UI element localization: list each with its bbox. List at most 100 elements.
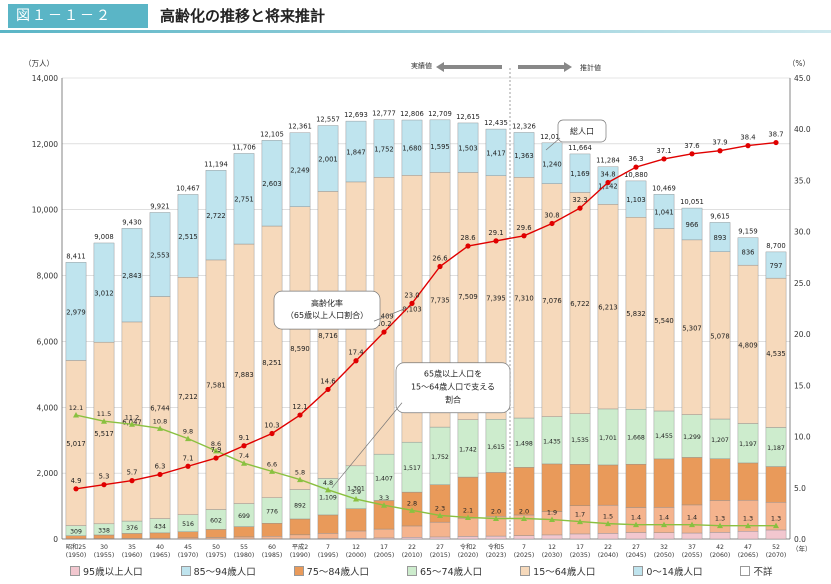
- legend-item: 85～94歳人口: [180, 563, 256, 579]
- bar-total-label: 9,008: [94, 233, 113, 241]
- bar-segment-age75: [93, 534, 115, 539]
- aging-rate-label: 9.1: [239, 434, 250, 442]
- aging-rate-label: 10.3: [264, 421, 279, 429]
- bar-total-label: 8,411: [66, 252, 85, 260]
- x-tick-label: 令和5: [488, 543, 504, 551]
- x-tick-sublabel: (1955): [94, 552, 115, 559]
- label-15-64: 4,535: [766, 350, 785, 358]
- label-15-64: 6,722: [570, 300, 589, 308]
- figure-number-badge: 図１－１－２: [8, 4, 148, 28]
- aging-rate-point: [185, 463, 191, 469]
- x-tick-sublabel: (2070): [766, 552, 787, 559]
- label-0-14: 2,515: [178, 233, 197, 241]
- label-15-64: 7,076: [542, 297, 561, 305]
- y2-tick-label: 10.0: [794, 433, 811, 442]
- label-15-64: 5,540: [654, 317, 673, 325]
- label-0-14: 1,103: [626, 196, 645, 204]
- aging-rate-callout: [273, 290, 381, 330]
- support-ratio-point: [157, 425, 163, 431]
- label-65-74: 1,535: [571, 437, 589, 444]
- support-ratio-label: 2.3: [435, 504, 445, 512]
- label-65-74: 1,742: [459, 446, 477, 453]
- label-65-74: 1,301: [347, 485, 365, 492]
- bar-segment-age75: [681, 457, 703, 506]
- y-tick-label: 10,000: [32, 206, 58, 215]
- bar-segment-age75: [149, 532, 171, 539]
- x-tick-sublabel: (1950): [66, 552, 87, 559]
- bar-total-label: 11,706: [232, 143, 256, 151]
- support-ratio-point: [213, 447, 219, 454]
- x-tick-label: 55: [240, 544, 248, 551]
- bar-segment-age0: [317, 125, 339, 192]
- aging-rate-label: 37.1: [656, 147, 671, 155]
- legend-label: 95歳以上人口: [83, 567, 143, 578]
- aging-rate-label: 28.6: [460, 234, 475, 242]
- x-tick-sublabel: (1985): [262, 552, 283, 559]
- label-15-64: 6,744: [150, 405, 169, 413]
- label-65-74: 1,615: [487, 444, 505, 451]
- support-ratio-point: [297, 476, 303, 483]
- label-15-64: 8,409: [374, 313, 393, 321]
- aging-rate-line: [75, 141, 777, 490]
- actual-label: 実績値: [411, 61, 432, 70]
- bar-total-label: 10,467: [176, 184, 200, 192]
- aging-rate-point: [689, 151, 695, 157]
- x-tick-sublabel: (2023): [486, 552, 507, 559]
- aging-rate-point: [157, 471, 163, 478]
- label-0-14: 2,603: [262, 180, 281, 188]
- aging-rate-point: [437, 263, 443, 270]
- y-axis-unit: （万人）: [24, 59, 54, 68]
- support-ratio-callout-line3: 割合: [445, 395, 461, 405]
- bar-total-label: 11,284: [596, 157, 620, 165]
- total-population-callout: [557, 119, 607, 143]
- support-ratio-label: 3.3: [379, 494, 389, 502]
- support-ratio-label: 1.5: [603, 513, 613, 521]
- support-ratio-point: [605, 520, 611, 527]
- support-ratio-label: 1.3: [715, 515, 725, 523]
- aging-rate-point: [661, 156, 667, 162]
- x-tick-label: 27: [436, 544, 444, 551]
- label-15-64: 5,017: [66, 440, 85, 448]
- aging-rate-label: 38.7: [768, 131, 783, 139]
- support-ratio-label: 1.4: [687, 514, 697, 522]
- support-ratio-point: [465, 514, 471, 520]
- support-ratio-label: 1.3: [771, 515, 781, 523]
- bar-segment-age75: [65, 535, 87, 539]
- x-tick-sublabel: (1970): [178, 552, 199, 559]
- bar-total-label: 12,105: [260, 130, 284, 138]
- legend-label: 75～84歳人口: [306, 567, 369, 578]
- aging-rate-label: 32.3: [572, 196, 587, 204]
- label-0-14: 966: [686, 221, 699, 229]
- label-65-74: 376: [126, 525, 138, 532]
- bar-segment-age95: [625, 532, 647, 540]
- x-tick-label: 17: [380, 544, 388, 551]
- label-15-64: 5,832: [626, 310, 645, 318]
- label-15-64: 7,212: [178, 393, 197, 401]
- aging-rate-label: 7.1: [183, 454, 194, 462]
- aging-rate-point: [745, 143, 751, 149]
- label-65-74: 1,517: [403, 465, 421, 472]
- x-tick-sublabel: (1975): [206, 552, 227, 559]
- bar-segment-age75: [569, 464, 591, 506]
- bar-segment-age85: [345, 530, 367, 539]
- support-ratio-point: [409, 507, 415, 513]
- bar-segment-age0: [513, 132, 535, 178]
- label-15-64: 5,307: [682, 324, 701, 332]
- x-tick-sublabel: (2015): [430, 552, 451, 559]
- bar-segment-age75: [121, 533, 143, 539]
- bar-segment-age75: [765, 466, 787, 503]
- bar-total-label: 12,012: [540, 133, 564, 141]
- support-ratio-point: [73, 412, 79, 418]
- y-tick-label: 12,000: [32, 140, 58, 149]
- bar-segment-age95: [737, 531, 759, 540]
- label-15-64: 4,809: [738, 341, 757, 349]
- x-tick-sublabel: (1995): [318, 552, 339, 559]
- label-15-64: 7,735: [430, 297, 449, 305]
- bar-total-label: 12,361: [288, 123, 312, 131]
- support-ratio-label: 11.5: [97, 410, 111, 418]
- legend-label: 65～74歳人口: [419, 567, 483, 578]
- legend-item: 65～74歳人口: [406, 563, 483, 579]
- bar-segment-age95: [597, 533, 619, 540]
- label-0-14: 1,503: [458, 145, 477, 153]
- x-tick-label: 12: [352, 544, 360, 551]
